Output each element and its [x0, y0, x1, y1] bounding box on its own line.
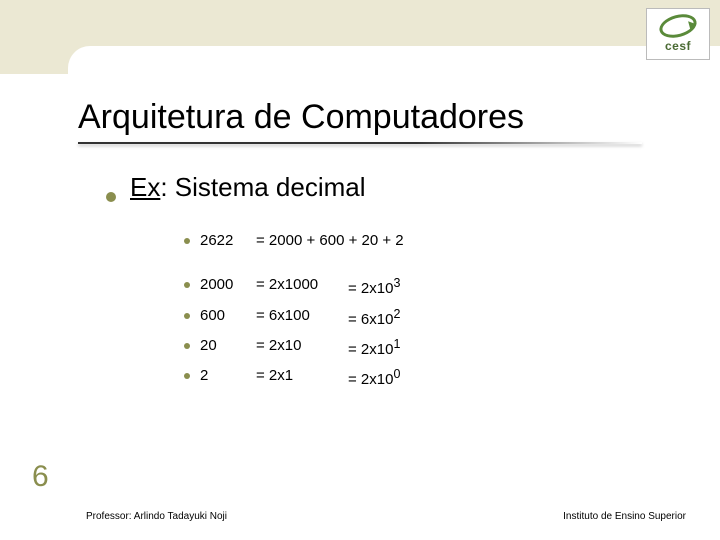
eq2-exp: 3	[393, 276, 400, 290]
col-number: 2	[200, 366, 256, 386]
col-equation: = 2000 + 600 + 20 + 2	[256, 231, 404, 251]
col-eq1: = 2x1000	[256, 275, 348, 295]
bullet-dot-small-icon	[184, 343, 190, 349]
background-notch	[68, 46, 720, 74]
col-eq2: = 2x100	[348, 366, 400, 390]
eq2-exp: 0	[393, 367, 400, 381]
title-underline	[78, 142, 642, 144]
col-eq1: = 2x10	[256, 336, 348, 356]
col-eq1: = 6x100	[256, 306, 348, 326]
eq2-base: = 6x10	[348, 311, 393, 328]
spacer	[184, 257, 404, 275]
logo-oval-icon	[657, 10, 699, 41]
bullet-dot-small-icon	[184, 373, 190, 379]
level1-underlined: Ex	[130, 172, 160, 202]
sublist: 2622 = 2000 + 600 + 20 + 2 2000 = 2x1000…	[184, 231, 404, 390]
eq2-base: = 2x10	[348, 341, 393, 358]
list-item: 2 = 2x1 = 2x100	[184, 366, 404, 390]
eq2-exp: 1	[393, 337, 400, 351]
logo-text: cesf	[665, 39, 691, 53]
col-eq2: = 2x103	[348, 275, 400, 299]
list-item: 2622 = 2000 + 600 + 20 + 2	[184, 231, 404, 251]
col-number: 20	[200, 336, 256, 356]
bullet-dot-icon	[106, 192, 116, 202]
col-number: 2622	[200, 231, 256, 251]
col-eq2: = 2x101	[348, 336, 400, 360]
slide-number: 6	[32, 460, 49, 494]
slide: cesf Arquitetura de Computadores Ex: Sis…	[0, 0, 720, 540]
logo-arrow-icon	[688, 19, 697, 30]
bullet-dot-small-icon	[184, 313, 190, 319]
col-eq1: = 2x1	[256, 366, 348, 386]
col-number: 600	[200, 306, 256, 326]
eq2-base: = 2x10	[348, 280, 393, 297]
logo: cesf	[646, 8, 710, 60]
level1-rest: : Sistema decimal	[160, 172, 365, 202]
footer-right: Instituto de Ensino Superior	[563, 511, 686, 522]
footer-left: Professor: Arlindo Tadayuki Noji	[86, 511, 227, 522]
content-area: Ex: Sistema decimal 2622 = 2000 + 600 + …	[106, 172, 404, 396]
col-eq2: = 6x102	[348, 306, 400, 330]
bullet-dot-small-icon	[184, 238, 190, 244]
list-item: 2000 = 2x1000 = 2x103	[184, 275, 404, 299]
eq2-base: = 2x10	[348, 371, 393, 388]
list-item: 20 = 2x10 = 2x101	[184, 336, 404, 360]
list-item: 600 = 6x100 = 6x102	[184, 306, 404, 330]
col-number: 2000	[200, 275, 256, 295]
eq2-exp: 2	[393, 307, 400, 321]
bullet-level1-text: Ex: Sistema decimal	[130, 172, 366, 203]
page-title: Arquitetura de Computadores	[78, 98, 524, 137]
bullet-level1: Ex: Sistema decimal	[106, 172, 404, 203]
bullet-dot-small-icon	[184, 282, 190, 288]
